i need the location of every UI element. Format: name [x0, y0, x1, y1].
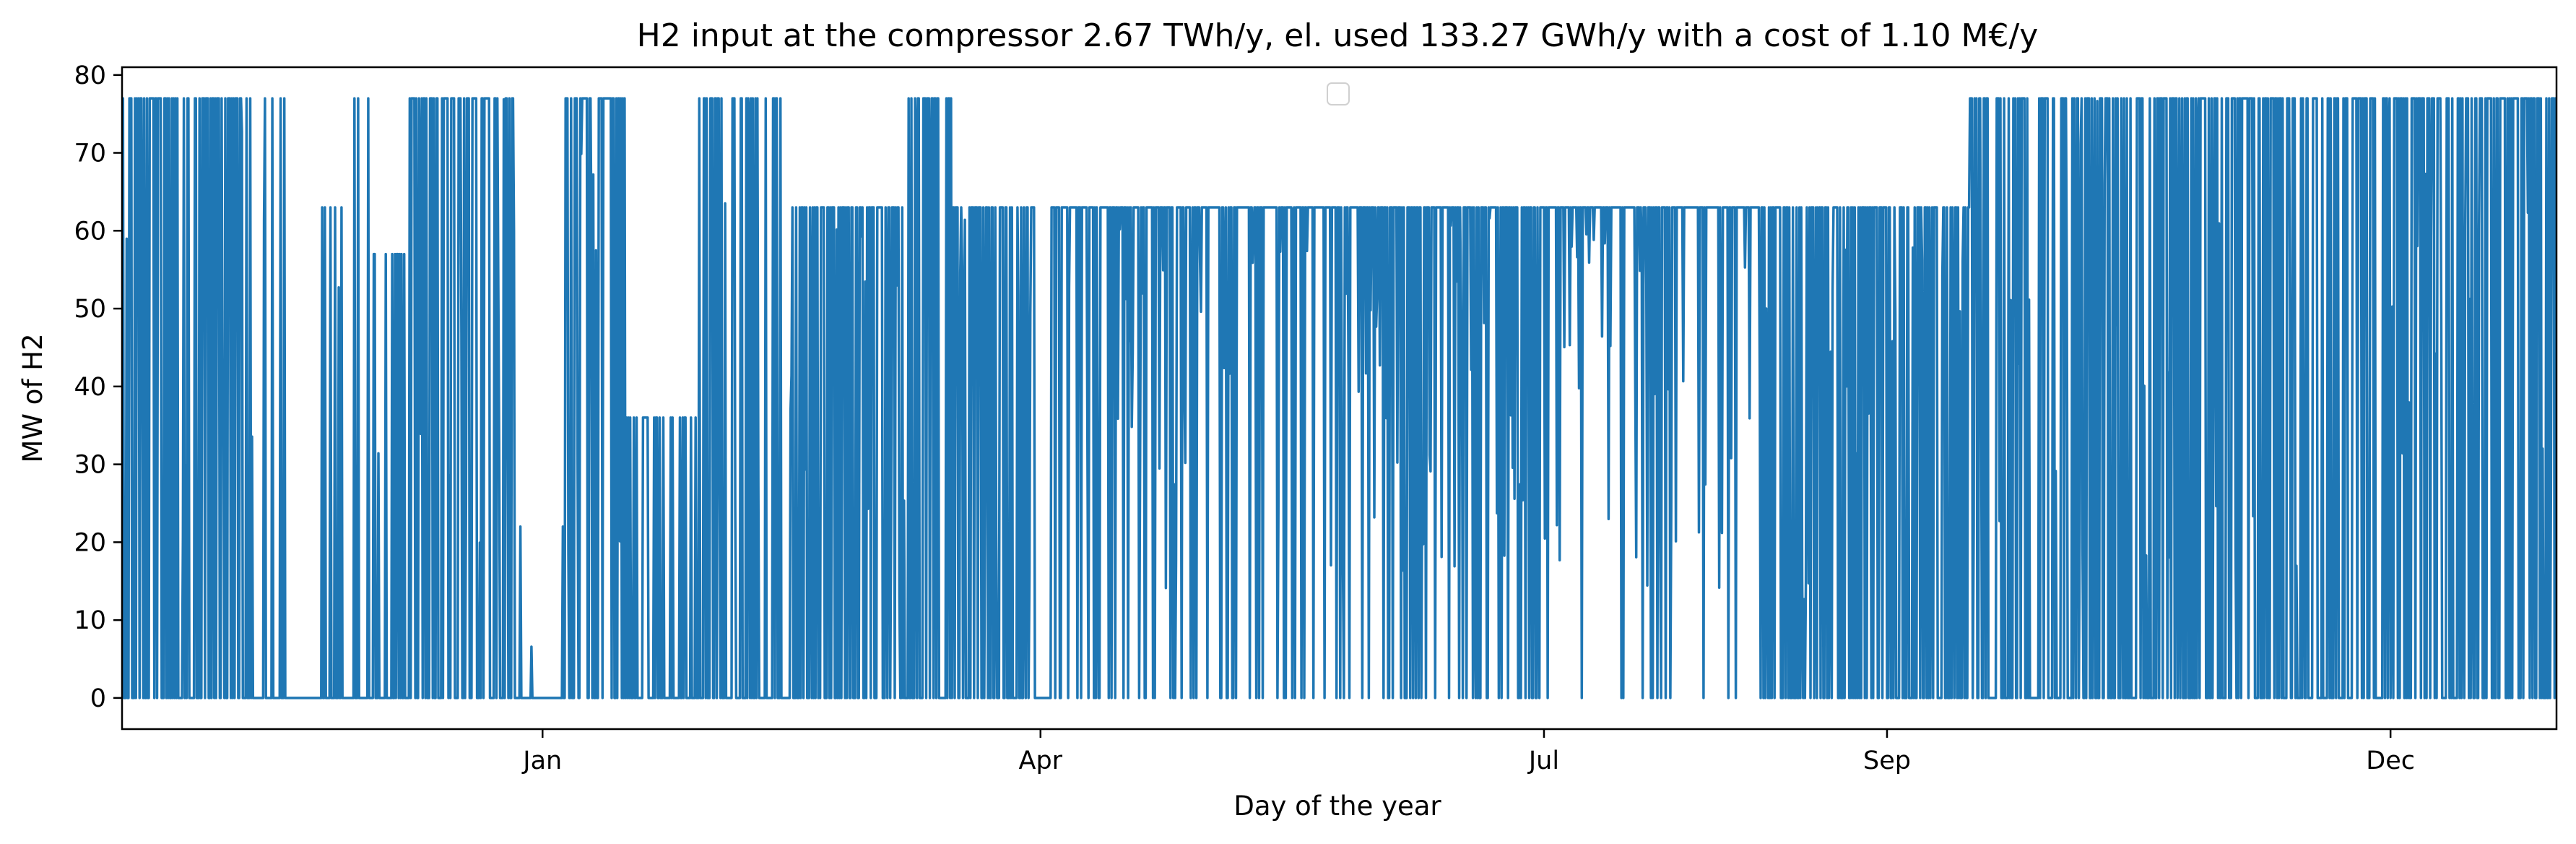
y-tick-label: 60 [74, 217, 106, 246]
plot-frame [121, 66, 2558, 731]
x-tick-label: Sep [1863, 746, 1911, 775]
y-axis-label: MW of H2 [17, 333, 48, 462]
chart-title: H2 input at the compressor 2.67 TWh/y, e… [637, 17, 2039, 54]
x-tick-label: Apr [1019, 746, 1063, 775]
y-tick-label: 40 [74, 373, 106, 402]
y-axis: 0 10 20 30 40 50 60 70 80 [74, 61, 122, 713]
y-tick-label: 10 [74, 606, 106, 635]
y-tick-label: 50 [74, 295, 106, 324]
x-tick-label: Jan [521, 746, 562, 775]
x-axis: Jan Apr Jul Sep Dec [521, 729, 2415, 775]
series-line-0 [122, 97, 2557, 699]
x-tick-label: Dec [2366, 746, 2415, 775]
y-tick-label: 30 [74, 451, 106, 480]
y-tick-label: 70 [74, 139, 106, 168]
legend-box [1327, 82, 1350, 106]
x-axis-label: Day of the year [1233, 791, 1441, 822]
y-tick-label: 0 [90, 684, 106, 713]
y-tick-label: 20 [74, 528, 106, 557]
y-tick-label: 80 [74, 61, 106, 90]
x-tick-label: Jul [1527, 746, 1559, 775]
legend [1327, 82, 1350, 106]
series-layer [122, 97, 2557, 699]
